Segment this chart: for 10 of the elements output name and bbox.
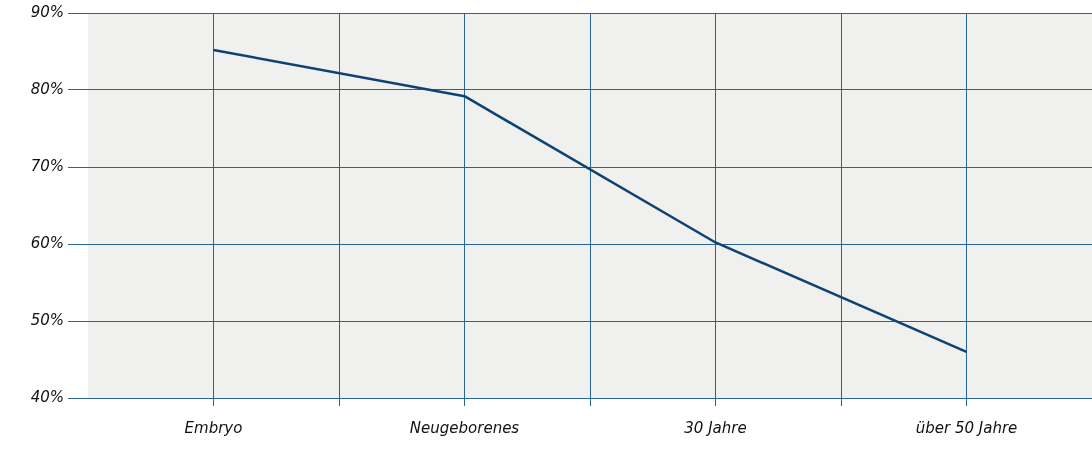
y-tick-label: 50%	[30, 310, 64, 329]
x-tick-label: 30 Jahre	[684, 418, 747, 437]
x-tick-label: Neugeborenes	[409, 418, 520, 437]
y-tick-label: 70%	[30, 156, 64, 175]
x-tick-label: über 50 Jahre	[915, 418, 1018, 437]
y-tick-label: 40%	[30, 387, 64, 406]
y-tick-label: 80%	[30, 79, 64, 98]
y-tick-label: 90%	[30, 2, 64, 21]
y-tick-label: 60%	[30, 233, 64, 252]
x-tick-label: Embryo	[184, 418, 243, 437]
